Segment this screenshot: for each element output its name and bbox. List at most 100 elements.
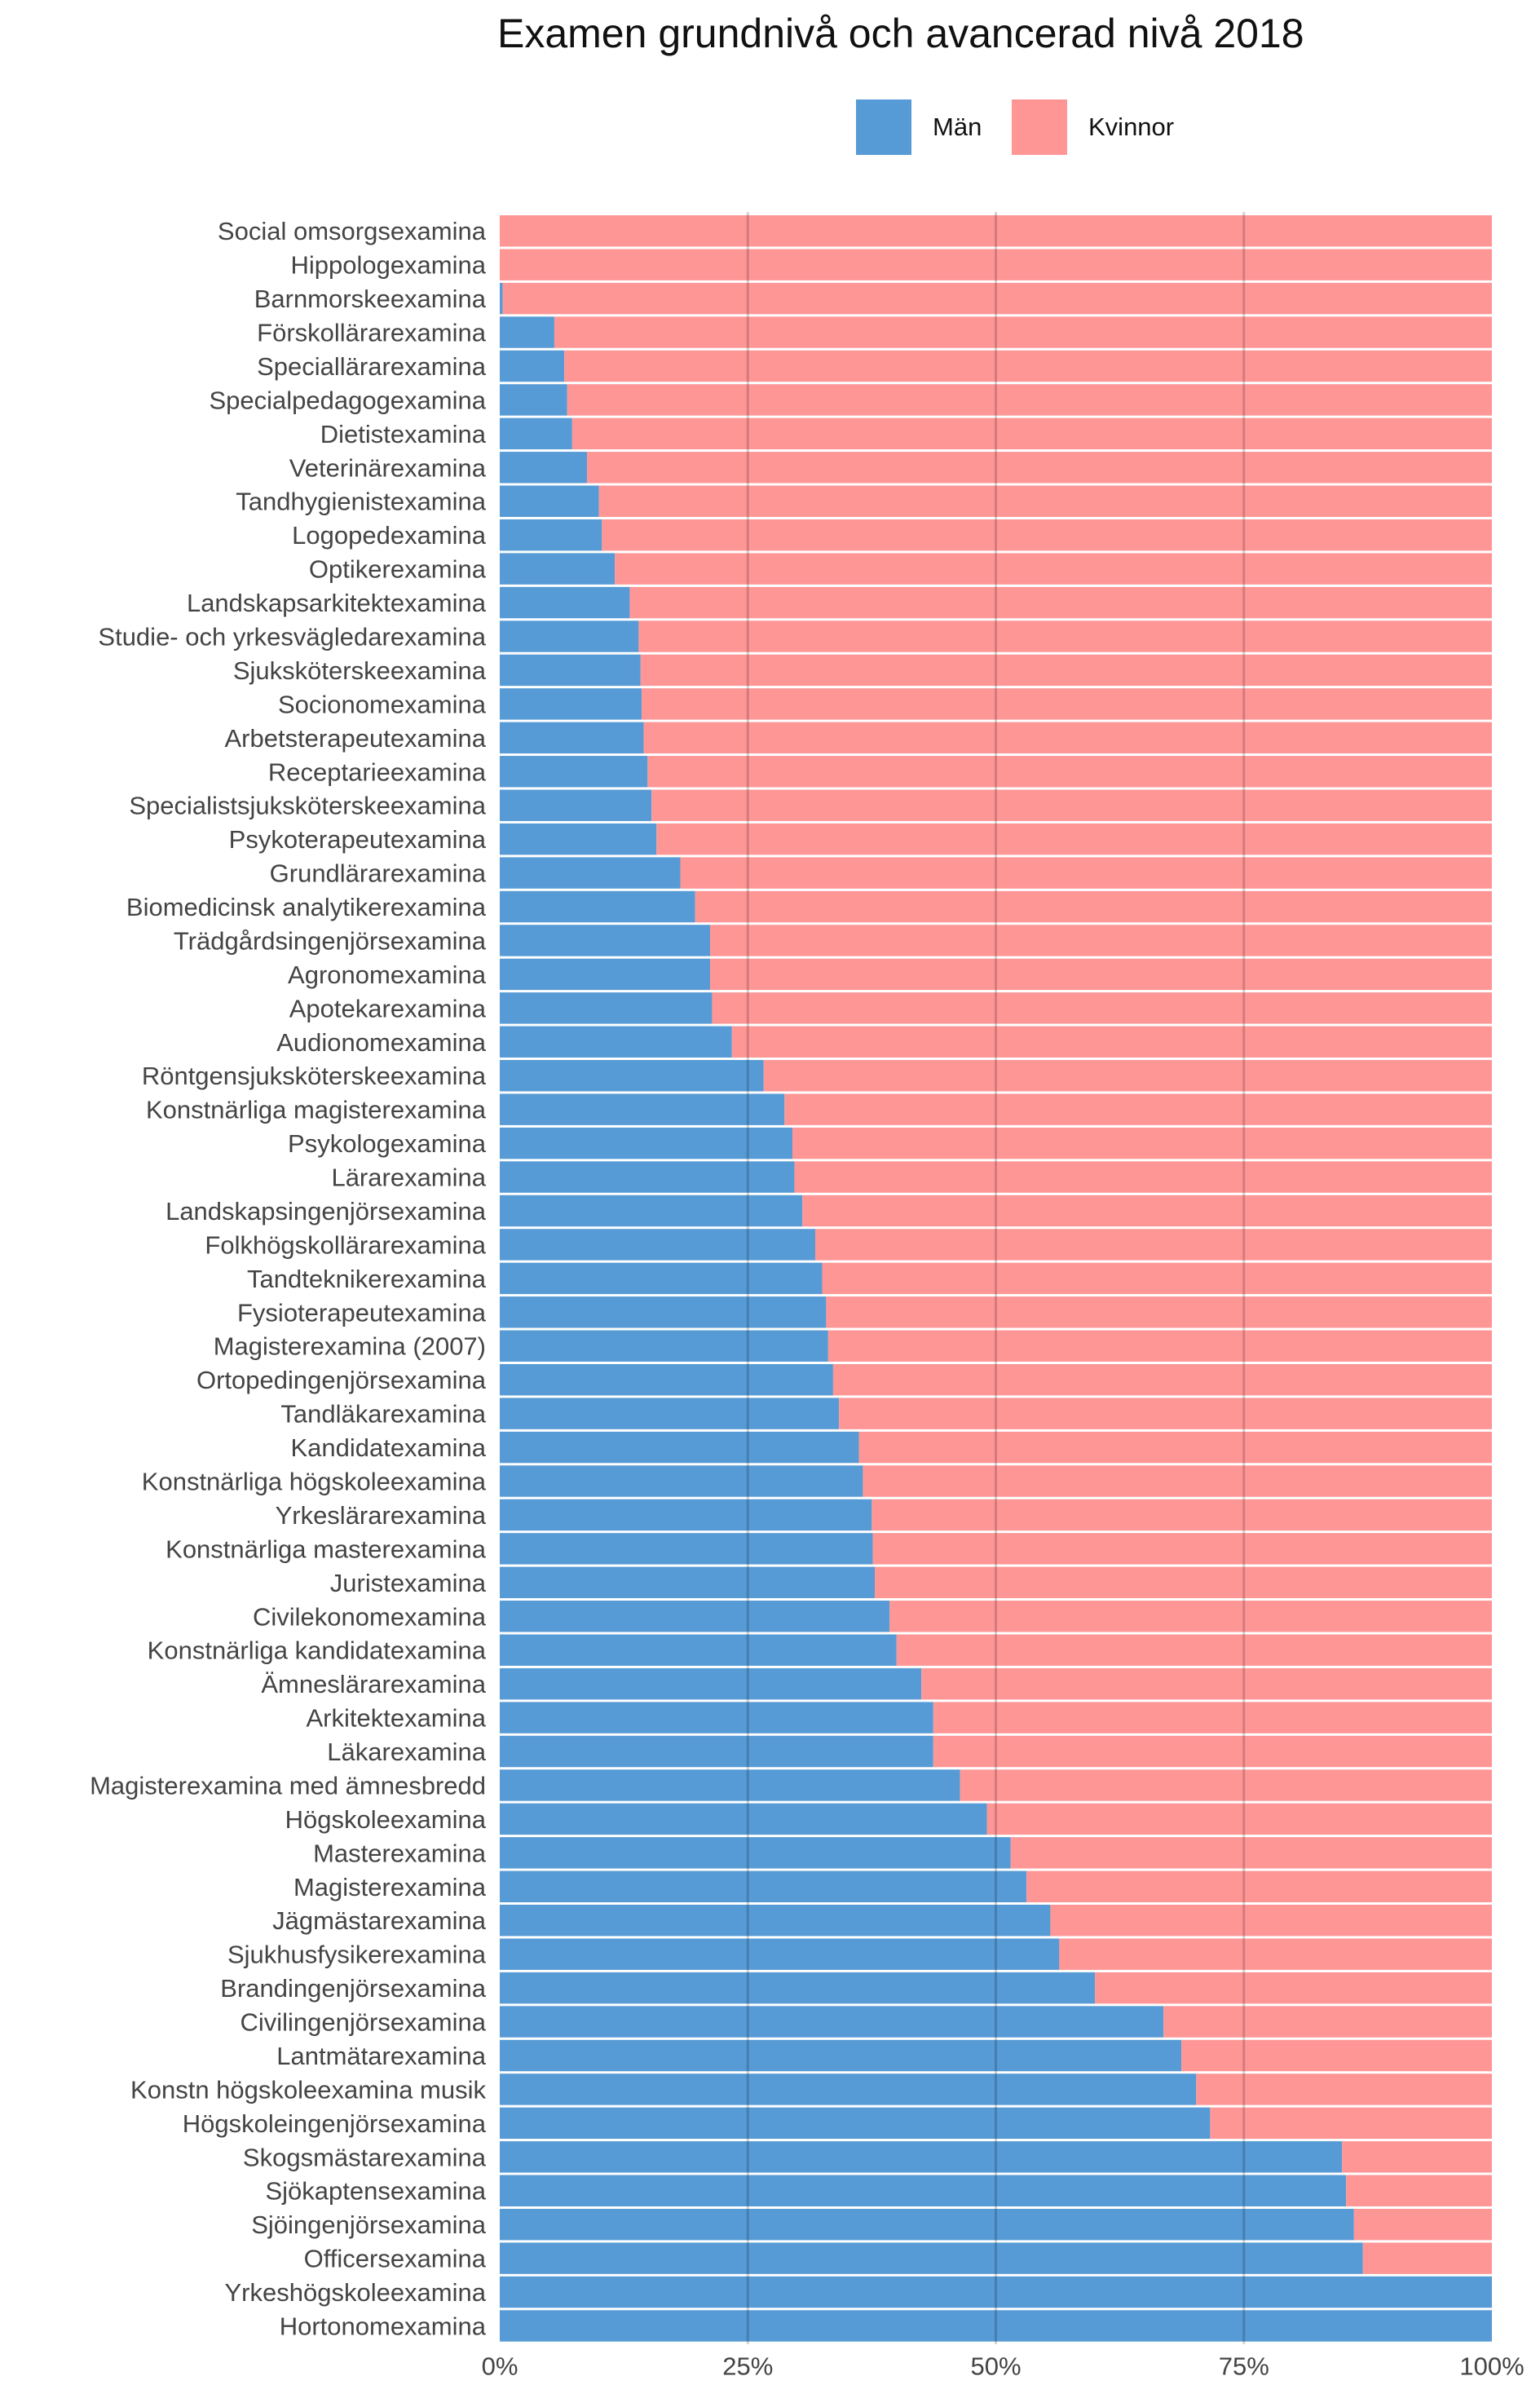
category-label: Hippologexamina [290,251,486,280]
category-label: Sjukhusfysikerexamina [227,1941,487,1969]
bar-men [500,586,630,619]
bar-men [500,316,554,348]
bar-men [500,519,602,551]
x-tick-label: 0% [482,2352,518,2381]
x-tick-label: 50% [970,2352,1021,2381]
x-tick-label: 25% [722,2352,773,2381]
bar-men [500,1363,833,1396]
bar-men [500,485,599,517]
x-tick-label: 75% [1219,2352,1269,2381]
bar-women [587,452,1493,484]
bar-men [500,1060,764,1092]
bar-men [500,2074,1197,2105]
bar-women [502,282,1492,315]
bar-men [500,1431,859,1464]
bar-men [500,1499,872,1531]
bar-women [875,1566,1492,1599]
bar-men [500,756,648,788]
bar-women [500,215,1492,247]
category-label: Juristexamina [330,1569,487,1597]
bar-men [500,1093,785,1125]
bar-women [1095,1972,1492,2004]
legend-item-men: Män [856,99,982,155]
bar-men [500,958,711,991]
bar-men [500,1533,873,1565]
bar-women [564,350,1492,382]
bar-women [731,1026,1492,1058]
category-label: Brandingenjörsexamina [220,1974,486,2003]
category-label: Ämneslärarexamina [261,1670,486,1698]
bar-women [598,485,1493,517]
category-label: Konstnärliga kandidatexamina [148,1636,487,1665]
category-label: Arkitektexamina [306,1704,486,1733]
bar-women [656,823,1492,855]
bar-men [500,2175,1347,2206]
category-label: Konstn högskoleexamina musik [130,2075,486,2104]
bar-men [500,1972,1096,2004]
category-label: Studie- och yrkesvägledarexamina [98,623,486,651]
category-label: Lantmätarexamina [276,2042,487,2070]
category-label: Tandhygienistexamina [236,488,487,516]
category-label: Konstnärliga masterexamina [165,1535,487,1563]
bar-men [500,1026,732,1058]
bar-women [1026,1870,1492,1902]
bar-women [822,1262,1492,1295]
category-label: Konstnärliga magisterexamina [146,1096,487,1124]
bar-women [839,1398,1492,1429]
bar-women [629,586,1492,619]
bar-men [500,384,567,416]
category-label: Landskapsingenjörsexamina [165,1197,487,1226]
legend-label-women: Kvinnor [1088,113,1175,141]
bar-men [500,2242,1363,2274]
bar-men [500,2039,1182,2072]
category-label: Yrkeshögskoleexamina [224,2278,486,2307]
bar-men [500,1262,823,1295]
bar-men [500,1735,933,1768]
bar-women [1163,2006,1492,2038]
category-label: Logopedexamina [292,521,487,550]
bar-women [695,890,1492,923]
bar-men [500,1127,793,1159]
category-label: Fysioterapeutexamina [237,1298,487,1327]
category-label: Masterexamina [313,1839,487,1867]
category-label: Apotekarexamina [289,994,487,1022]
bar-men [500,857,681,889]
category-label: Veterinärexamina [289,453,487,482]
category-label: Receptarieexamina [268,757,487,786]
category-label: Röntgensjuksköterskeexamina [142,1062,487,1090]
bar-women [651,789,1493,821]
bar-men [500,2208,1354,2241]
category-label: Landskapsarkitektexamina [187,589,487,617]
bar-men [500,1195,803,1227]
bar-women [1010,1837,1492,1869]
bar-men [500,1769,960,1801]
bar-women [863,1465,1492,1497]
category-label: Audionomexamina [276,1028,487,1057]
bar-men [500,925,711,956]
bar-men [500,722,644,754]
bar-women [638,621,1492,652]
bar-women [602,519,1492,551]
bar-men [500,1465,863,1497]
category-label: Biomedicinsk analytikerexamina [126,893,487,921]
bar-men [500,789,652,821]
category-label: Magisterexamina [293,1873,487,1901]
category-label: Agronomexamina [288,961,487,989]
bar-men [500,350,565,382]
bar-women [710,925,1492,956]
bar-women [871,1499,1492,1531]
bar-women [1181,2039,1492,2072]
category-label: Förskollärarexamina [257,319,487,347]
bar-women [872,1533,1492,1565]
bar-men [500,890,695,923]
bar-men [500,1229,816,1261]
bar-women [500,249,1492,280]
category-label: Arbetsterapeutexamina [224,724,486,753]
category-label: Lärarexamina [331,1164,486,1192]
bar-men [500,1161,795,1193]
bar-men [500,417,572,450]
bar-women [827,1330,1492,1362]
bar-women [784,1093,1492,1125]
bar-women [1346,2175,1492,2206]
